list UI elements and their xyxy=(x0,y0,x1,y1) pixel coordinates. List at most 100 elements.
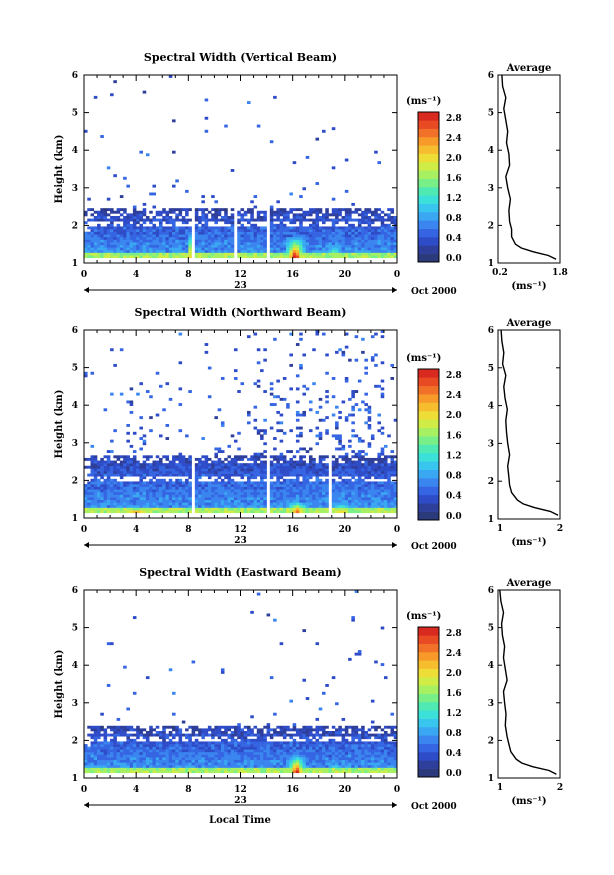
heatmap-cell xyxy=(263,418,267,422)
heatmap-cell xyxy=(191,741,196,745)
heatmap-cell xyxy=(370,434,375,438)
heatmap-cell xyxy=(181,754,186,758)
heatmap-cell xyxy=(364,502,368,506)
heatmap-cell xyxy=(243,510,248,514)
heatmap-cell xyxy=(220,489,225,493)
heatmap-cell xyxy=(175,218,179,222)
heatmap-cell xyxy=(305,155,310,159)
heatmap-cell xyxy=(214,471,218,474)
heatmap-cell xyxy=(295,481,300,485)
heatmap-cell xyxy=(266,741,271,745)
heatmap-cell xyxy=(142,497,147,501)
heatmap-cell xyxy=(178,494,183,498)
heatmap-cell xyxy=(201,239,205,243)
heatmap-cell xyxy=(172,486,176,490)
heatmap-cell xyxy=(119,218,124,222)
heatmap-cell xyxy=(103,213,108,217)
heatmap-cell xyxy=(344,252,349,256)
heatmap-cell xyxy=(126,226,130,230)
heatmap-cell xyxy=(155,757,160,761)
heatmap-cell xyxy=(269,489,274,493)
heatmap-cell xyxy=(214,733,218,737)
heatmap-cell xyxy=(341,491,346,495)
heatmap-cell xyxy=(136,460,140,464)
heatmap-cell xyxy=(348,481,352,485)
heatmap-cell xyxy=(325,371,329,375)
heatmap-cell xyxy=(139,244,143,248)
heatmap-cell xyxy=(315,434,320,438)
heatmap-cell xyxy=(383,484,388,487)
heatmap-cell xyxy=(233,504,238,508)
heatmap-cell xyxy=(207,239,212,243)
heatmap-cell xyxy=(390,252,395,256)
heatmap-cell xyxy=(106,247,111,251)
heatmap-cell xyxy=(390,463,395,467)
heatmap-cell xyxy=(227,249,232,253)
heatmap-cell xyxy=(103,218,108,222)
heatmap-cell xyxy=(158,762,163,766)
heatmap-cell xyxy=(90,770,95,774)
heatmap-cell xyxy=(308,400,313,404)
heatmap-cell xyxy=(129,767,134,771)
heatmap-cell xyxy=(204,460,209,464)
heatmap-cell xyxy=(292,234,297,238)
heatmap-cell xyxy=(279,497,284,501)
heatmap-cell xyxy=(390,218,395,222)
heatmap-cell xyxy=(243,741,248,745)
heatmap-cell xyxy=(142,442,147,446)
colorbar-tick-label: 0.4 xyxy=(446,492,462,502)
heatmap-cell xyxy=(152,218,157,222)
heatmap-cell xyxy=(230,744,235,747)
heatmap-cell xyxy=(374,484,378,487)
heatmap-cell xyxy=(110,208,114,212)
heatmap-cell xyxy=(325,239,329,243)
heatmap-cell xyxy=(273,465,277,469)
heatmap-cell xyxy=(136,231,140,235)
heatmap-cell xyxy=(188,242,192,246)
heatmap-cell xyxy=(142,744,147,747)
heatmap-cell xyxy=(103,247,108,251)
heatmap-cell xyxy=(181,494,186,498)
heatmap-cell xyxy=(305,476,310,480)
heatmap-cell xyxy=(377,249,381,253)
heatmap-cell xyxy=(335,234,339,238)
heatmap-cell xyxy=(367,489,372,493)
heatmap-cell xyxy=(233,751,238,755)
heatmap-cell xyxy=(390,473,395,477)
heatmap-cell xyxy=(136,489,140,493)
heatmap-cell xyxy=(145,218,150,222)
heatmap-cell xyxy=(227,767,232,771)
heatmap-cell xyxy=(126,707,130,711)
heatmap-cell xyxy=(247,731,251,734)
heatmap-cell xyxy=(325,489,329,493)
heatmap-cell xyxy=(204,749,209,753)
heatmap-cell xyxy=(211,468,215,472)
heatmap-cell xyxy=(243,767,248,771)
heatmap-cell xyxy=(84,210,88,214)
heatmap-cell xyxy=(322,418,326,422)
heatmap-cell xyxy=(302,473,307,477)
heatmap-cell xyxy=(292,507,297,511)
heatmap-cell xyxy=(344,210,349,214)
heatmap-cell xyxy=(93,95,98,99)
heatmap-cell xyxy=(149,744,153,747)
heatmap-cell xyxy=(175,751,179,755)
heatmap-cell xyxy=(198,242,202,246)
heatmap-cell xyxy=(194,741,199,745)
heatmap-cell xyxy=(348,213,352,217)
heatmap-cell xyxy=(273,95,277,99)
heatmap-cell xyxy=(123,744,127,747)
heatmap-cell xyxy=(344,460,349,464)
heatmap-cell xyxy=(90,244,95,248)
heatmap-cell xyxy=(338,439,342,443)
heatmap-cell xyxy=(227,504,232,508)
heatmap-cell xyxy=(260,507,264,511)
heatmap-cell xyxy=(335,421,339,425)
heatmap-cell xyxy=(243,234,248,238)
heatmap-cell xyxy=(276,744,280,747)
heatmap-cell xyxy=(201,764,205,768)
heatmap-cell xyxy=(181,497,186,501)
heatmap-cell xyxy=(377,499,381,503)
heatmap-cell xyxy=(194,234,199,238)
heatmap-cell xyxy=(230,239,235,243)
